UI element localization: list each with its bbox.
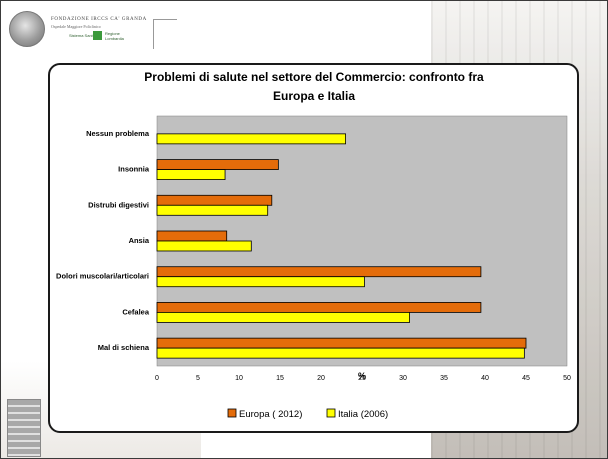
bar-italia-0: [156, 133, 347, 145]
regione-lombardia-lettering: Regione Lombardia: [105, 31, 124, 41]
foundation-seal-logo: [9, 11, 45, 47]
regione-lombardia-icon: [93, 31, 102, 40]
x-tick-label-10: 50: [563, 375, 571, 382]
bar-europa-1: [156, 159, 279, 170]
x-tick-label-1: 5: [196, 375, 200, 382]
foundation-logo-subtitle: Ospedale Maggiore Policlinico: [51, 24, 101, 29]
x-axis-label: %: [358, 371, 366, 381]
foundation-logo-lettering: FONDAZIONE IRCCS CA' GRANDA: [51, 17, 147, 22]
bar-europa-4: [156, 266, 482, 278]
chart: Problemi di salute nel settore del Comme…: [56, 70, 571, 420]
x-tick-label-8: 40: [481, 375, 489, 382]
bar-europa-6: [156, 337, 527, 349]
header-divider: [153, 19, 154, 49]
header-divider-top: [153, 19, 177, 20]
partner-logo-lettering: Sistema Sanitario: [69, 33, 101, 38]
legend-swatch-italia: [326, 408, 336, 418]
legend-swatch-europa: [227, 408, 237, 418]
legend-label-europa: Europa ( 2012): [239, 409, 302, 420]
x-tick-label-4: 20: [317, 375, 325, 382]
chart-title-line-2: Europa e Italia: [273, 89, 355, 103]
bar-italia-1: [156, 169, 226, 180]
category-label-3: Ansia: [129, 236, 150, 245]
bar-europa-5: [156, 302, 482, 313]
x-tick-label-9: 45: [522, 375, 530, 382]
bar-italia-4: [156, 276, 365, 288]
bar-italia-2: [156, 204, 269, 216]
x-tick-label-0: 0: [155, 375, 159, 382]
chart-frame: Problemi di salute nel settore del Comme…: [48, 63, 579, 433]
legend-label-italia: Italia (2006): [338, 409, 388, 420]
bar-europa-3: [156, 230, 228, 242]
category-label-6: Mal di schiena: [98, 343, 150, 352]
legend: Europa ( 2012) Italia (2006): [227, 408, 388, 420]
bar-italia-3: [156, 240, 252, 252]
x-tick-label-3: 15: [276, 375, 284, 382]
x-tick-label-2: 10: [235, 375, 243, 382]
x-tick-label-5: 25: [358, 375, 366, 382]
category-label-4: Dolori muscolari/articolari: [56, 272, 149, 281]
category-label-1: Insonnia: [118, 165, 150, 174]
bar-italia-5: [156, 312, 410, 323]
bar-europa-2: [156, 194, 273, 206]
clinica-lavoro-logo: [7, 399, 41, 457]
bar-italia-6: [156, 347, 525, 359]
chart-title-line-1: Problemi di salute nel settore del Comme…: [144, 70, 484, 84]
x-tick-label-7: 35: [440, 375, 448, 382]
category-label-2: Distrubi digestivi: [88, 200, 149, 209]
category-label-5: Cefalea: [122, 307, 150, 316]
category-label-0: Nessun problema: [86, 129, 150, 138]
x-tick-label-6: 30: [399, 375, 407, 382]
